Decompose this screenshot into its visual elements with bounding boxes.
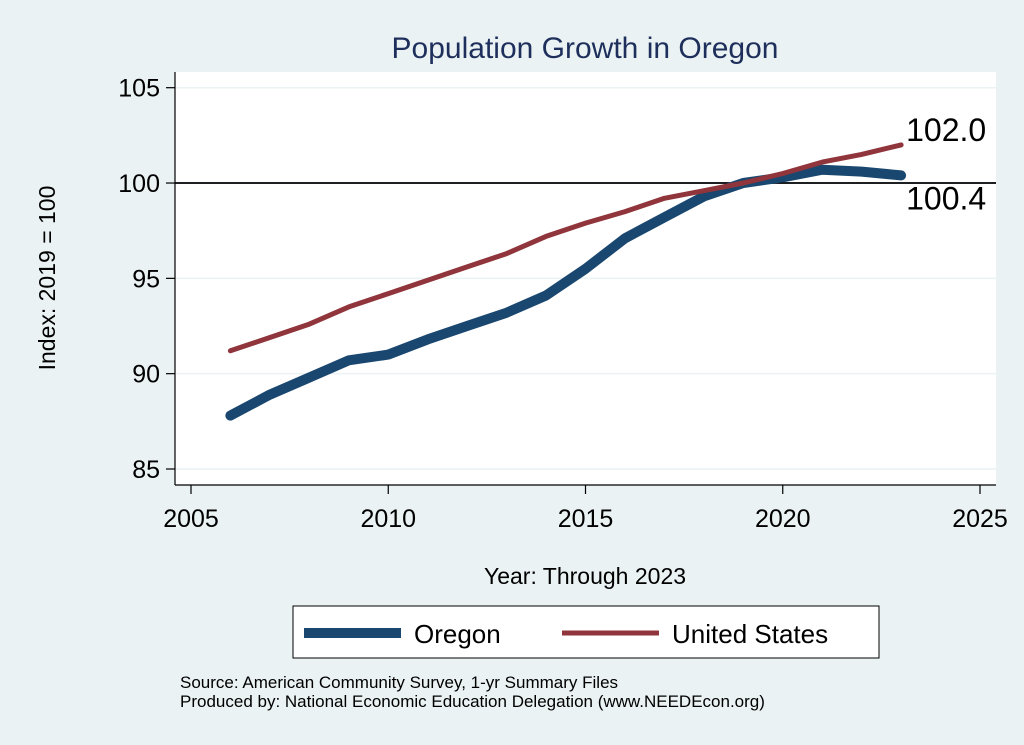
producer-note: Produced by: National Economic Education… xyxy=(180,692,765,711)
x-axis-label: Year: Through 2023 xyxy=(484,563,686,589)
x-tick-label: 2020 xyxy=(755,505,811,533)
end-labels: 100.4 102.0 xyxy=(906,112,986,217)
y-tick-label: 100 xyxy=(118,170,160,198)
series-lines xyxy=(225,142,907,421)
x-tick-label: 2015 xyxy=(558,505,614,533)
series-line-united-states xyxy=(227,142,904,354)
y-tick-label: 95 xyxy=(132,265,160,293)
chart-title: Population Growth in Oregon xyxy=(392,32,779,65)
y-tick-label: 90 xyxy=(132,361,160,389)
x-tick-label: 2025 xyxy=(952,505,1008,533)
end-label-oregon: 100.4 xyxy=(906,180,986,216)
end-label-united-states: 102.0 xyxy=(906,112,986,148)
y-ticks: 85 90 95 100 105 xyxy=(118,75,175,484)
x-tick-label: 2010 xyxy=(360,505,416,533)
legend-label-oregon: Oregon xyxy=(414,619,501,649)
series-line-oregon xyxy=(225,164,907,421)
y-tick-label: 105 xyxy=(118,75,160,103)
x-tick-label: 2005 xyxy=(163,505,219,533)
y-axis-label: Index: 2019 = 100 xyxy=(34,186,60,371)
y-tick-label: 85 xyxy=(132,456,160,484)
legend-label-united-states: United States xyxy=(672,619,828,649)
source-note: Source: American Community Survey, 1-yr … xyxy=(180,673,618,692)
legend: Oregon United States xyxy=(292,605,880,659)
x-ticks: 2005 2010 2015 2020 2025 xyxy=(163,485,1008,533)
